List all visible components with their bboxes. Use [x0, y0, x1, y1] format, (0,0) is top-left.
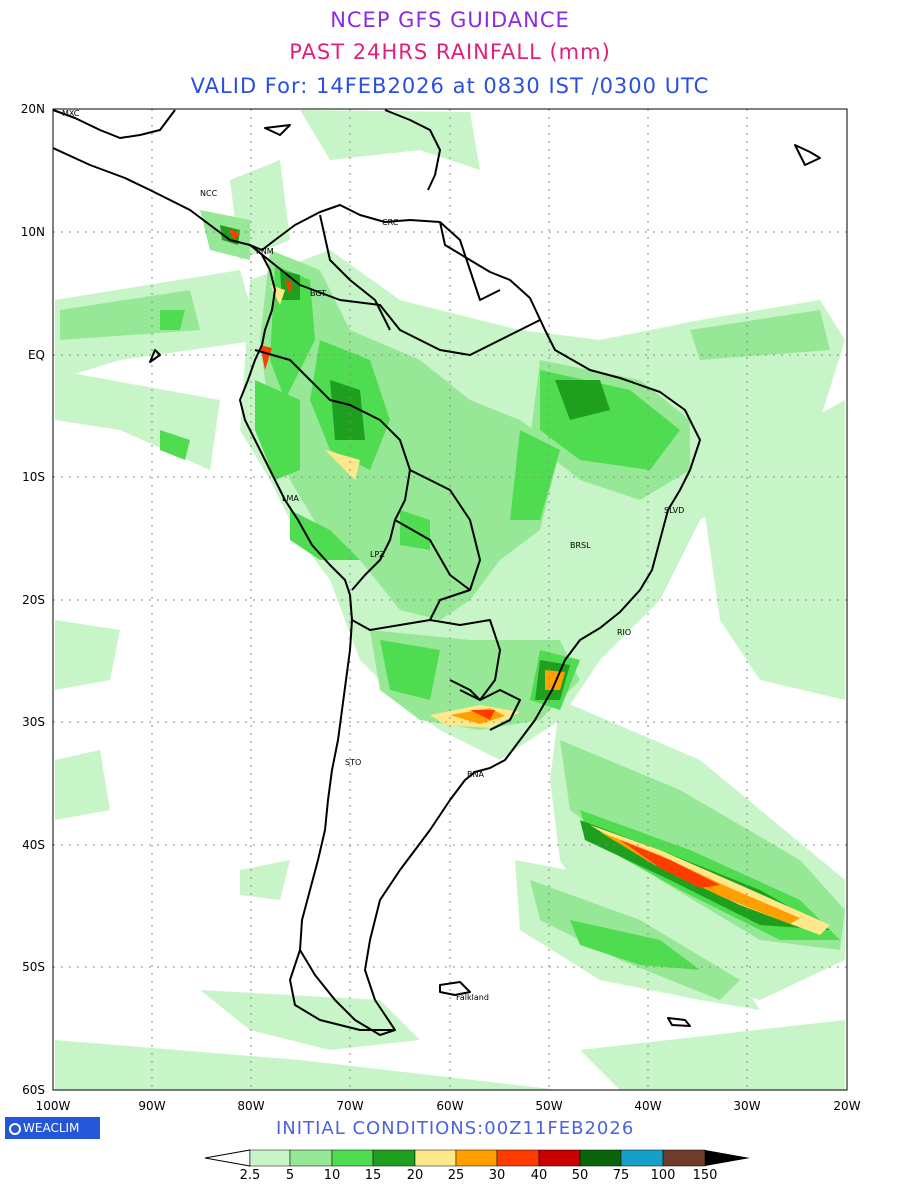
copyright-icon [9, 1122, 21, 1135]
colorbar-swatch [289, 1149, 333, 1167]
graticule [53, 109, 847, 1090]
title-valid-time: VALID For: 14FEB2026 at 0830 IST /0300 U… [190, 74, 710, 98]
place-label: STO [345, 758, 361, 767]
rainfall-field [55, 110, 845, 1090]
lat-label: EQ [28, 348, 45, 362]
lon-label: 70W [336, 1099, 363, 1113]
lon-label: 100W [36, 1099, 71, 1113]
colorbar-tick: 2.5 [239, 1168, 261, 1183]
lon-label: 20W [833, 1099, 860, 1113]
colorbar-tick: 10 [323, 1168, 341, 1183]
map-frame [52, 108, 848, 1091]
colorbar-swatch [249, 1149, 291, 1167]
colorbar-tick: 30 [488, 1168, 506, 1183]
place-label: BRSL [570, 541, 591, 550]
colorbar-tick: 50 [571, 1168, 589, 1183]
lon-label: 90W [138, 1099, 165, 1113]
colorbar-max-arrow [705, 1150, 750, 1166]
colorbar [205, 1149, 750, 1167]
lat-label: 50S [22, 960, 45, 974]
place-labels: MXC NCC CRC PNM BGT LMA LPZ BRSL SLVD RI… [62, 109, 684, 1002]
initial-conditions: INITIAL CONDITIONS:00Z11FEB2026 [276, 1118, 635, 1139]
place-label: CRC [382, 218, 399, 227]
place-label: LPZ [370, 550, 385, 559]
lon-label: 80W [237, 1099, 264, 1113]
colorbar-tick: 150 [692, 1168, 718, 1183]
lon-label: 40W [634, 1099, 661, 1113]
place-label: NCC [200, 189, 218, 198]
lat-label: 60S [22, 1083, 45, 1097]
colorbar-swatch [579, 1149, 622, 1167]
colorbar-swatch [620, 1149, 664, 1167]
colorbar-tick: 40 [530, 1168, 548, 1183]
colorbar-min-arrow [205, 1149, 251, 1167]
place-label: BNA [467, 770, 484, 779]
colorbar-swatch [414, 1149, 457, 1167]
colorbar-swatch [331, 1149, 374, 1167]
place-label: RIO [617, 628, 631, 637]
longitude-labels: 100W 90W 80W 70W 60W 50W 40W 30W 20W [36, 1099, 861, 1113]
lat-label: 40S [22, 838, 45, 852]
lat-label: 20N [21, 102, 45, 116]
lat-label: 30S [22, 715, 45, 729]
colorbar-tick: 25 [447, 1168, 465, 1183]
latitude-labels: 20N 10N EQ 10S 20S 30S 40S 50S 60S [21, 102, 45, 1097]
place-label: SLVD [664, 506, 684, 515]
coastlines [53, 109, 821, 1036]
colorbar-tick: 15 [364, 1168, 382, 1183]
lat-label: 20S [22, 593, 45, 607]
colorbar-swatch [372, 1149, 416, 1167]
title-model: NCEP GFS GUIDANCE [330, 8, 570, 32]
lat-label: 10S [22, 470, 45, 484]
place-label: MXC [62, 109, 80, 118]
place-label: BGT [310, 289, 326, 298]
lon-label: 60W [436, 1099, 463, 1113]
lon-label: 30W [733, 1099, 760, 1113]
colorbar-swatch [455, 1149, 498, 1167]
colorbar-ticks: 2.5 5 10 15 20 25 30 40 50 75 100 150 [205, 1168, 750, 1188]
colorbar-tick: 75 [612, 1168, 630, 1183]
colorbar-swatch [662, 1149, 706, 1167]
place-label: Falkland [456, 993, 489, 1002]
weaclim-logo: WEACLIM [5, 1117, 100, 1139]
lat-label: 10N [21, 225, 45, 239]
lon-label: 50W [535, 1099, 562, 1113]
brand-label: WEACLIM [23, 1121, 80, 1135]
place-label: LMA [282, 494, 299, 503]
place-label: PNM [256, 247, 274, 256]
colorbar-swatch [496, 1149, 540, 1167]
title-variable: PAST 24HRS RAINFALL (mm) [289, 40, 611, 64]
colorbar-tick: 100 [650, 1168, 676, 1183]
colorbar-tick: 20 [406, 1168, 424, 1183]
colorbar-tick: 5 [285, 1168, 295, 1183]
colorbar-swatch [538, 1149, 581, 1167]
